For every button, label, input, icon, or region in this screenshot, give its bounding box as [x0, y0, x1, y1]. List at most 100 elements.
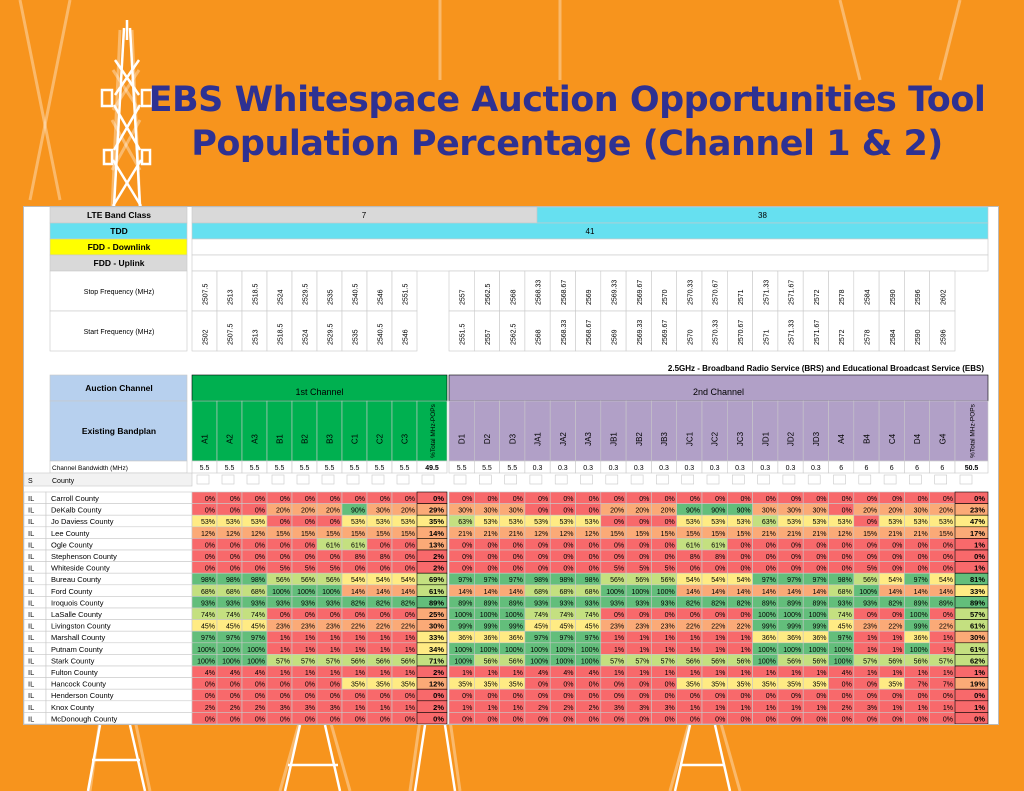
data-value: 1% — [487, 670, 497, 677]
bandwidth-value: 0.3 — [609, 465, 619, 472]
data-value: 0% — [715, 496, 725, 503]
data-value: 100% — [809, 612, 827, 619]
data-value: 99% — [509, 624, 523, 631]
bandplan-cell — [929, 400, 956, 462]
data-value: 0% — [690, 693, 700, 700]
data-value: 1% — [405, 635, 415, 642]
start-frequency: 2535 — [353, 329, 360, 345]
data-value: 98% — [559, 577, 573, 584]
data-value: 56% — [509, 658, 523, 665]
data-value: 1% — [513, 670, 523, 677]
data-value: 0% — [918, 716, 928, 723]
data-value: 93% — [226, 600, 240, 607]
data-value: 0% — [255, 716, 265, 723]
data-value: 1% — [816, 705, 826, 712]
data-value: 0% — [538, 508, 548, 515]
ch2-total-value: 0% — [974, 552, 985, 561]
data-value: 0% — [892, 693, 902, 700]
data-value: 54% — [711, 577, 725, 584]
data-value: 8% — [690, 554, 700, 561]
data-value: 68% — [201, 589, 215, 596]
row-county: Marshall County — [51, 633, 105, 642]
data-value: 8% — [355, 554, 365, 561]
filter-dropdown — [396, 474, 410, 485]
data-value: 0% — [690, 716, 700, 723]
data-value: 12% — [534, 531, 548, 538]
ch1-total-value: 2% — [433, 703, 444, 712]
ch1-total-value: 35% — [429, 517, 444, 526]
data-value: 3% — [305, 705, 315, 712]
row-state: IL — [28, 587, 34, 596]
data-value: 0% — [715, 693, 725, 700]
label-tdd: TDD — [110, 226, 127, 236]
data-value: 22% — [737, 624, 751, 631]
data-value: 0% — [305, 612, 315, 619]
start-frequency: 2568 — [536, 329, 543, 345]
data-value: 0% — [943, 716, 953, 723]
bandwidth-value: 5.5 — [457, 465, 467, 472]
data-value: 0% — [230, 693, 240, 700]
label-stop-frequency-cell — [49, 270, 188, 312]
data-value: 14% — [484, 589, 498, 596]
data-value: 53% — [888, 519, 902, 526]
data-value: 0% — [405, 554, 415, 561]
label-start-frequency: Start Frequency (MHz) — [84, 329, 155, 336]
bandwidth-value: 6 — [839, 465, 843, 472]
data-value: 97% — [559, 635, 573, 642]
data-value: 100% — [247, 658, 265, 665]
data-value: 0% — [842, 682, 852, 689]
data-value: 0% — [892, 566, 902, 573]
data-value: 0% — [740, 554, 750, 561]
data-value: 35% — [401, 682, 415, 689]
data-value: 5% — [330, 566, 340, 573]
data-value: 14% — [787, 589, 801, 596]
data-value: 54% — [376, 577, 390, 584]
data-value: 35% — [737, 682, 751, 689]
data-value: 1% — [614, 647, 624, 654]
row-county: Knox County — [51, 703, 94, 712]
data-value: 0% — [330, 519, 340, 526]
data-value: 53% — [686, 519, 700, 526]
row-state: IL — [28, 656, 34, 665]
ch1-total-value: 61% — [429, 587, 444, 596]
data-value: 0% — [330, 496, 340, 503]
data-value: 0% — [740, 542, 750, 549]
stop-frequency: 2513 — [228, 289, 235, 305]
data-value: 0% — [791, 693, 801, 700]
stop-frequency: 2571.33 — [763, 280, 770, 305]
bandplan-cell — [473, 400, 500, 462]
data-value: 0% — [462, 693, 472, 700]
ch2-total-value: 1% — [974, 564, 985, 573]
data-value: 0% — [766, 554, 776, 561]
bandplan-cell — [878, 400, 905, 462]
data-value: 45% — [534, 624, 548, 631]
data-value: 45% — [251, 624, 265, 631]
data-value: 68% — [534, 589, 548, 596]
bandwidth-value: 0.3 — [634, 465, 644, 472]
start-frequency: 2518.5 — [278, 323, 285, 345]
data-value: 97% — [458, 577, 472, 584]
label-start-frequency-cell — [49, 310, 188, 352]
data-value: 1% — [462, 705, 472, 712]
data-value: 56% — [635, 577, 649, 584]
row-state: IL — [28, 564, 34, 573]
stop-frequency-cell — [853, 270, 880, 312]
data-value: 0% — [280, 682, 290, 689]
data-value: 23% — [276, 624, 290, 631]
ch2-total-value: 1% — [974, 703, 985, 712]
bandplan-cell — [291, 400, 318, 462]
start-frequency: 2513 — [253, 329, 260, 345]
row-county: McDonough County — [51, 714, 118, 723]
data-value: 97% — [914, 577, 928, 584]
data-value: 0% — [690, 612, 700, 619]
data-value: 100% — [530, 647, 548, 654]
data-value: 54% — [737, 577, 751, 584]
data-value: 0% — [614, 519, 624, 526]
data-value: 0% — [589, 682, 599, 689]
row-county: DeKalb County — [51, 506, 102, 515]
filter-dropdown — [782, 474, 796, 485]
data-value: 0% — [614, 612, 624, 619]
data-value: 2% — [538, 705, 548, 712]
data-value: 0% — [205, 496, 215, 503]
data-value: 74% — [534, 612, 548, 619]
